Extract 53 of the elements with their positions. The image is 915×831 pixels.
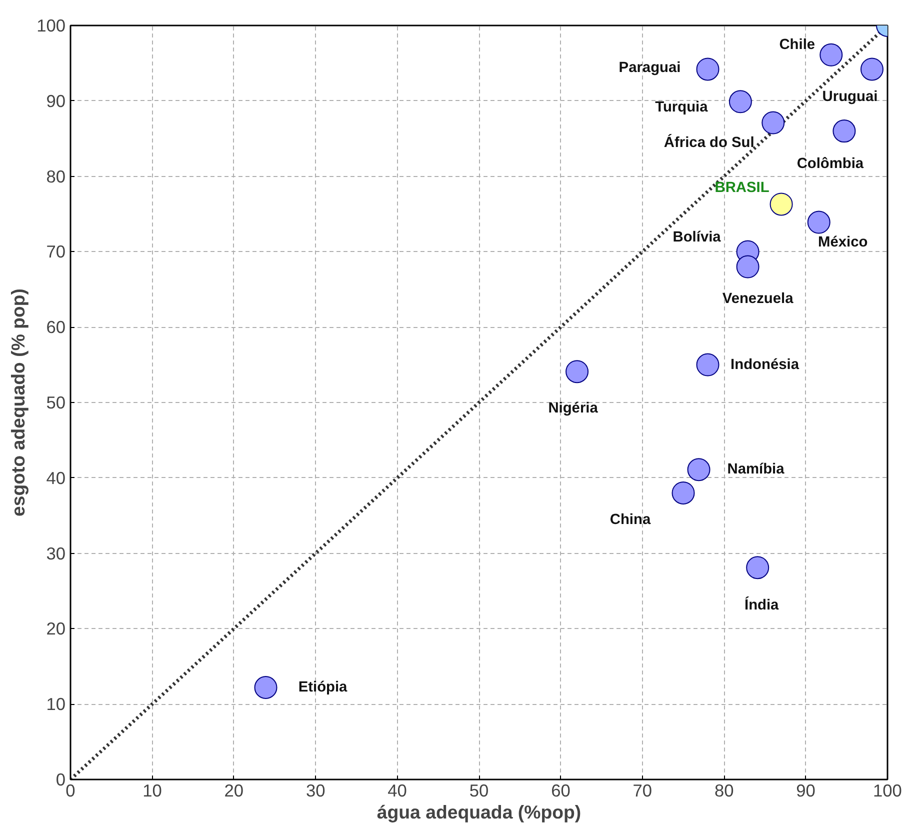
annotation: África do Sul (664, 134, 754, 151)
x-tick-label: 40 (388, 780, 407, 800)
point (566, 360, 589, 384)
point (728, 90, 752, 114)
x-tick-label: 60 (551, 780, 570, 800)
y-tick-label: 70 (46, 242, 66, 262)
point (770, 192, 793, 216)
y-tick-label: 10 (46, 694, 66, 714)
y-tick-label: 50 (46, 392, 66, 412)
annotation: Índia (744, 596, 780, 614)
annotation: Namíbia (727, 462, 786, 478)
point (736, 255, 760, 278)
point (696, 58, 720, 81)
x-tick-label: 80 (714, 780, 734, 800)
x-tick-label: 50 (469, 780, 489, 800)
x-tick-label: 90 (796, 780, 816, 800)
annotation: Turquia (655, 100, 709, 116)
y-tick-label: 90 (46, 90, 66, 111)
annotation: Bolívia (672, 230, 722, 246)
y-tick-label: 100 (36, 16, 66, 36)
point (687, 458, 710, 482)
y-tick-label: 20 (46, 618, 66, 639)
series-label: BRASIL (714, 180, 770, 196)
x-tick-label: 100 (873, 780, 902, 800)
x-tick-label: 20 (224, 780, 244, 800)
annotation: Indonésia (730, 356, 800, 373)
x-tick-label: 30 (306, 780, 326, 800)
point (254, 676, 278, 699)
x-tick-label: 70 (632, 780, 652, 800)
x-tick-label: 10 (142, 780, 162, 800)
point (672, 482, 695, 504)
point (860, 58, 884, 81)
point (820, 43, 843, 66)
point (807, 210, 830, 234)
point (746, 556, 770, 580)
point (696, 353, 720, 376)
annotation: Venezuela (722, 290, 794, 307)
annotation: China (610, 512, 652, 528)
x-axis-title: água adequada (%pop) (376, 802, 582, 822)
annotation: México (818, 234, 868, 250)
point (762, 111, 785, 134)
y-axis-title: esgoto adequado (% pop) (8, 288, 29, 517)
annotation: Uruguai (822, 89, 878, 106)
annotation: Paraguai (618, 60, 681, 76)
annotation: Chile (779, 36, 816, 53)
y-tick-label: 80 (46, 166, 66, 186)
annotation: Colômbia (796, 156, 864, 172)
y-tick-label: 40 (46, 468, 66, 488)
annotation: Etiópia (298, 680, 348, 696)
y-tick-label: 30 (46, 543, 66, 564)
annotation: Nigéria (548, 400, 599, 417)
point (832, 120, 856, 143)
y-tick-label: 60 (46, 317, 66, 338)
